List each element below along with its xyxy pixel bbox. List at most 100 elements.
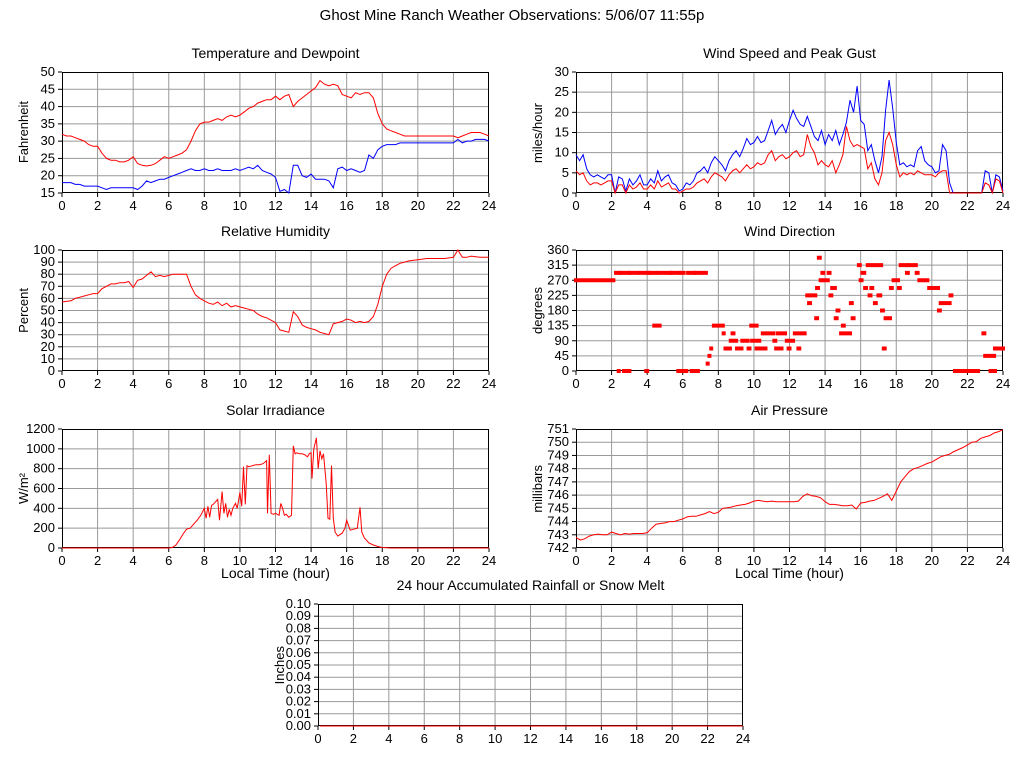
svg-text:25: 25 bbox=[41, 150, 55, 165]
svg-text:22: 22 bbox=[446, 198, 460, 213]
svg-text:10: 10 bbox=[488, 731, 502, 746]
svg-text:14: 14 bbox=[559, 731, 573, 746]
svg-text:6: 6 bbox=[165, 198, 172, 213]
svg-text:20: 20 bbox=[925, 553, 939, 568]
svg-text:750: 750 bbox=[547, 434, 569, 449]
svg-text:100: 100 bbox=[33, 242, 55, 257]
wind-speed-chart-title: Wind Speed and Peak Gust bbox=[703, 45, 876, 61]
svg-text:18: 18 bbox=[630, 731, 644, 746]
svg-text:225: 225 bbox=[547, 287, 569, 302]
wind-direction-plot-area: 0 2 4 6 8 10 12 14 16 18 20 22 240459013518022527031… bbox=[547, 242, 1010, 391]
svg-text:15: 15 bbox=[41, 185, 55, 200]
svg-text:22: 22 bbox=[960, 198, 974, 213]
svg-text:5: 5 bbox=[562, 165, 569, 180]
svg-text:745: 745 bbox=[547, 500, 569, 515]
svg-text:18: 18 bbox=[375, 376, 389, 391]
svg-text:8: 8 bbox=[715, 198, 722, 213]
temperature-y-axis-label-text: Fahrenheit bbox=[16, 101, 31, 164]
svg-text:10: 10 bbox=[233, 198, 247, 213]
svg-text:743: 743 bbox=[547, 527, 569, 542]
svg-text:20: 20 bbox=[555, 104, 569, 119]
svg-text:90: 90 bbox=[41, 254, 55, 269]
svg-text:4: 4 bbox=[644, 198, 651, 213]
svg-text:45: 45 bbox=[555, 348, 569, 363]
svg-text:0.00: 0.00 bbox=[286, 718, 311, 733]
svg-text:24: 24 bbox=[482, 553, 496, 568]
svg-text:600: 600 bbox=[33, 481, 55, 496]
svg-text:80: 80 bbox=[41, 266, 55, 281]
svg-text:0: 0 bbox=[572, 198, 579, 213]
svg-text:744: 744 bbox=[547, 514, 569, 529]
svg-text:270: 270 bbox=[547, 272, 569, 287]
svg-text:0.08: 0.08 bbox=[286, 620, 311, 635]
svg-text:14: 14 bbox=[304, 376, 318, 391]
svg-text:746: 746 bbox=[547, 487, 569, 502]
svg-text:2: 2 bbox=[94, 553, 101, 568]
svg-text:748: 748 bbox=[547, 461, 569, 476]
svg-text:45: 45 bbox=[41, 81, 55, 96]
svg-text:0.03: 0.03 bbox=[286, 681, 311, 696]
svg-text:60: 60 bbox=[41, 290, 55, 305]
svg-text:6: 6 bbox=[679, 553, 686, 568]
svg-text:135: 135 bbox=[547, 318, 569, 333]
svg-text:200: 200 bbox=[33, 520, 55, 535]
svg-text:24: 24 bbox=[482, 198, 496, 213]
svg-text:12: 12 bbox=[782, 553, 796, 568]
svg-text:6: 6 bbox=[679, 198, 686, 213]
wind-direction-chart-title: Wind Direction bbox=[743, 223, 836, 239]
pressure-y-axis-label-text: millibars bbox=[530, 464, 545, 513]
svg-text:10: 10 bbox=[555, 145, 569, 160]
svg-text:20: 20 bbox=[411, 553, 425, 568]
svg-text:6: 6 bbox=[165, 376, 172, 391]
svg-text:1000: 1000 bbox=[26, 441, 55, 456]
svg-text:24: 24 bbox=[482, 376, 496, 391]
svg-text:4: 4 bbox=[644, 553, 651, 568]
svg-text:2: 2 bbox=[608, 376, 615, 391]
svg-text:50: 50 bbox=[41, 303, 55, 318]
svg-text:12: 12 bbox=[268, 198, 282, 213]
svg-text:1200: 1200 bbox=[26, 421, 55, 436]
svg-text:16: 16 bbox=[339, 198, 353, 213]
svg-text:18: 18 bbox=[375, 553, 389, 568]
svg-text:751: 751 bbox=[547, 421, 569, 436]
svg-text:14: 14 bbox=[304, 553, 318, 568]
svg-text:14: 14 bbox=[818, 198, 832, 213]
svg-text:0.04: 0.04 bbox=[286, 669, 311, 684]
svg-text:12: 12 bbox=[782, 376, 796, 391]
svg-text:4: 4 bbox=[644, 376, 651, 391]
svg-text:0: 0 bbox=[58, 198, 65, 213]
svg-text:22: 22 bbox=[960, 553, 974, 568]
svg-text:8: 8 bbox=[201, 553, 208, 568]
svg-text:0: 0 bbox=[572, 553, 579, 568]
svg-text:8: 8 bbox=[201, 376, 208, 391]
svg-text:40: 40 bbox=[41, 315, 55, 330]
svg-text:20: 20 bbox=[665, 731, 679, 746]
svg-text:16: 16 bbox=[339, 376, 353, 391]
svg-text:18: 18 bbox=[375, 198, 389, 213]
humidity-plot-area: 0 2 4 6 8 10 12 14 16 18 20 22 240102030405060708090… bbox=[33, 242, 496, 391]
svg-text:35: 35 bbox=[41, 116, 55, 131]
svg-text:10: 10 bbox=[747, 376, 761, 391]
svg-text:16: 16 bbox=[853, 198, 867, 213]
svg-text:10: 10 bbox=[233, 376, 247, 391]
svg-text:10: 10 bbox=[41, 351, 55, 366]
svg-text:8: 8 bbox=[715, 553, 722, 568]
svg-text:24: 24 bbox=[996, 198, 1010, 213]
svg-text:12: 12 bbox=[268, 553, 282, 568]
solar-irradiance-chart: Solar Irradiance W/m² Local Time (hour) … bbox=[16, 402, 496, 581]
svg-text:16: 16 bbox=[853, 376, 867, 391]
svg-text:16: 16 bbox=[339, 553, 353, 568]
svg-text:10: 10 bbox=[747, 198, 761, 213]
svg-text:0.06: 0.06 bbox=[286, 645, 311, 660]
svg-text:0: 0 bbox=[48, 363, 55, 378]
svg-text:0.07: 0.07 bbox=[286, 633, 311, 648]
svg-text:2: 2 bbox=[608, 553, 615, 568]
svg-text:22: 22 bbox=[700, 731, 714, 746]
svg-text:15: 15 bbox=[555, 125, 569, 140]
svg-text:22: 22 bbox=[960, 376, 974, 391]
svg-text:12: 12 bbox=[523, 731, 537, 746]
temperature-y-axis-label: Fahrenheit bbox=[16, 72, 31, 193]
svg-text:24: 24 bbox=[996, 376, 1010, 391]
relative-humidity-chart: Relative Humidity Percent 0 2 4 6 8 10 12 14 16 1… bbox=[16, 223, 496, 391]
